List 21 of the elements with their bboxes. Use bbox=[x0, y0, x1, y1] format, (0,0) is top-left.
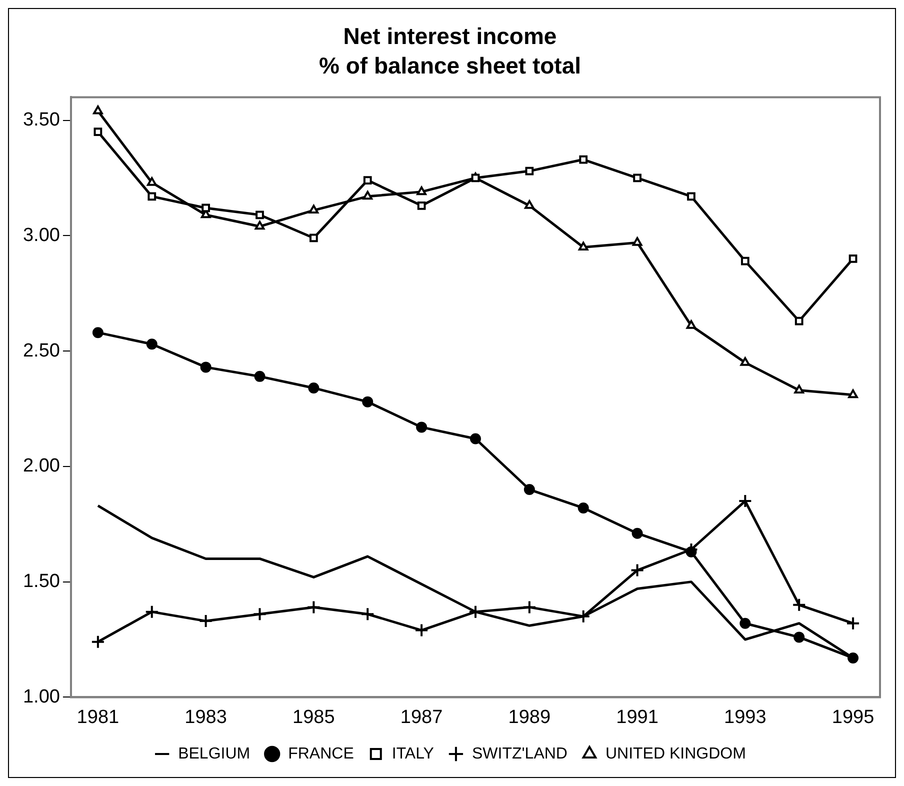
x-tick-label: 1983 bbox=[184, 706, 227, 728]
legend-label: SWITZ'LAND bbox=[472, 745, 568, 762]
x-tick-label: 1981 bbox=[76, 706, 120, 728]
x-tick-label: 1989 bbox=[508, 706, 551, 728]
chart-title: Net interest income bbox=[343, 23, 557, 50]
legend-label: FRANCE bbox=[288, 745, 354, 762]
y-tick-label: 3.50 bbox=[22, 110, 60, 131]
x-tick-label: 1993 bbox=[724, 706, 766, 728]
y-tick-label: 1.00 bbox=[22, 686, 60, 708]
y-tick-label: 1.50 bbox=[22, 571, 60, 592]
x-tick-label: 1987 bbox=[400, 706, 443, 728]
chart-subtitle: % of balance sheet total bbox=[318, 52, 582, 79]
y-tick-label: 2.50 bbox=[22, 340, 60, 362]
legend-label: BELGIUM bbox=[178, 745, 250, 762]
legend-label: ITALY bbox=[392, 745, 434, 762]
y-tick-label: 2.00 bbox=[22, 456, 60, 477]
x-tick-label: 1991 bbox=[616, 706, 658, 728]
y-tick-label: 3.00 bbox=[22, 224, 60, 246]
legend-label: UNITED KINGDOM bbox=[605, 745, 746, 762]
x-tick-label: 1985 bbox=[292, 706, 335, 728]
x-tick-label: 1995 bbox=[832, 706, 874, 728]
